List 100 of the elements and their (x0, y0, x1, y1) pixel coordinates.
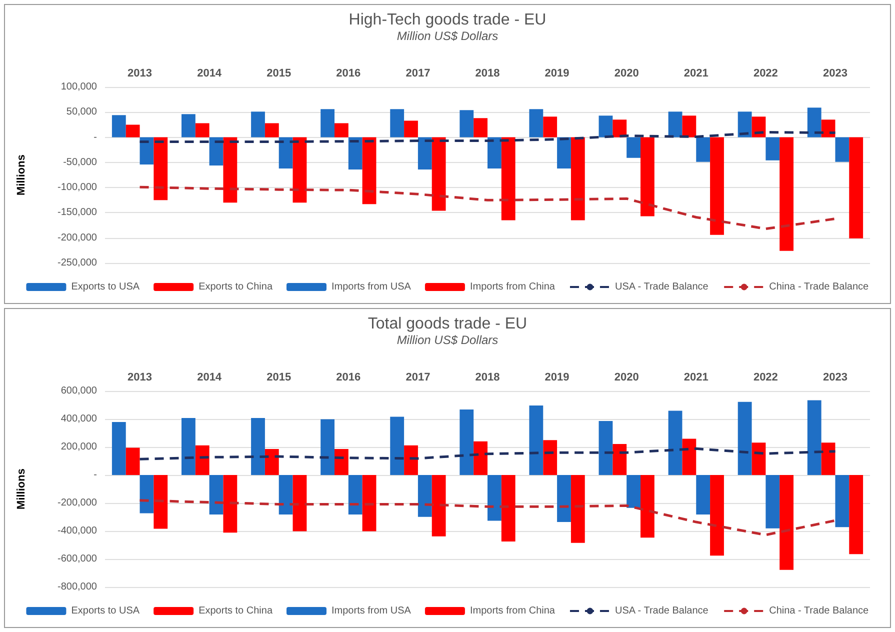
chart-title: Total goods trade - EU (368, 316, 528, 332)
bar (320, 109, 334, 138)
bar (682, 116, 696, 138)
bar (460, 409, 474, 475)
bar (182, 114, 196, 138)
bar (195, 123, 210, 138)
bar (501, 137, 516, 220)
x-tick-label: 2016 (336, 68, 361, 80)
bar (780, 137, 794, 251)
bar (112, 422, 126, 475)
bar (195, 445, 210, 475)
y-tick-label: -800,000 (58, 582, 98, 592)
bar (404, 120, 418, 138)
bar (501, 475, 516, 542)
bar (570, 475, 585, 543)
bar (557, 475, 571, 522)
bar (362, 137, 376, 204)
bar (626, 475, 640, 508)
bar (264, 123, 279, 138)
x-tick-label: 2015 (266, 68, 292, 80)
y-tick-label: -200,000 (58, 498, 98, 508)
bar (126, 124, 140, 138)
line-series (138, 186, 836, 230)
x-tick-label: 2023 (822, 68, 848, 80)
bar (640, 475, 654, 538)
bar (278, 137, 293, 168)
bar (140, 137, 154, 164)
bar (821, 442, 836, 475)
y-tick-label: - (94, 132, 97, 143)
bar (766, 475, 780, 528)
bar (154, 137, 168, 200)
bar (543, 440, 558, 475)
line-series (138, 131, 836, 144)
legend-label: China - Trade Balance (769, 606, 870, 616)
bar (529, 109, 544, 138)
x-tick-label: 2017 (406, 68, 430, 80)
x-tick-label: 2021 (684, 68, 708, 80)
legend-label: Imports from USA (332, 282, 412, 292)
x-tick-label: 2018 (475, 372, 500, 384)
bar (668, 410, 682, 475)
x-tick-label: 2019 (544, 372, 570, 384)
bar (264, 448, 279, 475)
x-tick-label: 2019 (544, 68, 570, 80)
x-tick-label: 2013 (128, 372, 152, 384)
bar (348, 475, 362, 514)
bar (849, 475, 864, 554)
bar (570, 137, 585, 220)
y-tick-label: -600,000 (58, 554, 98, 564)
bar (668, 112, 682, 138)
bar (251, 112, 265, 138)
legend-label: Imports from China (470, 606, 556, 616)
bar (182, 418, 196, 475)
bar (640, 137, 654, 216)
bar (292, 137, 307, 203)
bar (154, 475, 168, 529)
bar (835, 475, 850, 528)
bar (390, 416, 404, 475)
y-tick-label: 200,000 (60, 442, 98, 452)
x-tick-label: 2022 (753, 372, 778, 384)
y-axis-title: Millions (16, 154, 28, 196)
bar (223, 137, 238, 203)
bar (821, 120, 836, 138)
bar (432, 475, 446, 536)
bar (251, 418, 265, 475)
legend-label: Imports from USA (332, 606, 412, 616)
legend-label: Exports to China (198, 282, 273, 292)
legend-label: Exports to China (198, 606, 273, 616)
x-tick-label: 2013 (128, 68, 152, 80)
bar (140, 475, 154, 514)
legend-label: Exports to USA (71, 282, 140, 292)
y-tick-label: -150,000 (58, 207, 98, 218)
legend-label: USA - Trade Balance (614, 606, 709, 616)
bar (682, 438, 696, 475)
bar (488, 475, 502, 521)
line-series (138, 447, 836, 460)
bar (696, 137, 710, 162)
y-tick-label: 100,000 (60, 82, 98, 92)
bar (209, 137, 224, 166)
bar (334, 123, 348, 138)
legend-label: Exports to USA (71, 606, 140, 616)
bar (738, 112, 752, 138)
bar (334, 448, 348, 475)
bar (348, 137, 362, 170)
x-tick-label: 2021 (684, 372, 708, 384)
bar (278, 475, 293, 514)
x-tick-label: 2017 (406, 372, 430, 384)
x-tick-label: 2014 (197, 372, 222, 384)
y-tick-label: - (94, 470, 97, 480)
bar (849, 137, 864, 238)
bar (209, 475, 224, 514)
bar (835, 137, 850, 162)
bar (696, 475, 710, 514)
bar (612, 444, 627, 475)
bar (752, 116, 766, 138)
y-tick-label: -250,000 (58, 258, 98, 268)
bar (612, 120, 627, 138)
bar (390, 109, 404, 138)
bar (404, 445, 418, 475)
chart-title: High-Tech goods trade - EU (348, 12, 546, 28)
x-tick-label: 2016 (336, 372, 361, 384)
